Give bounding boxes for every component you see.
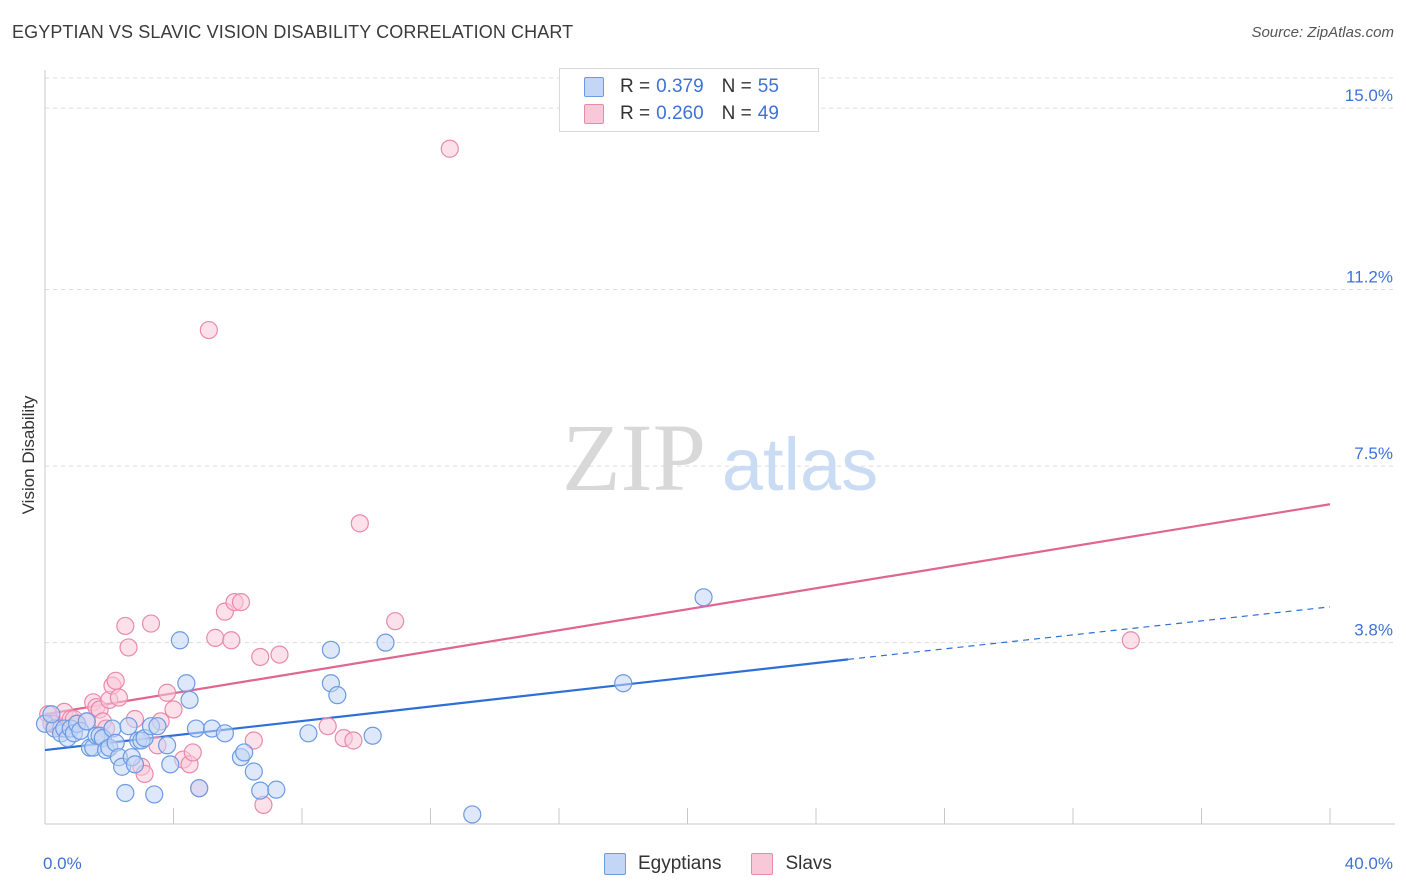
axes — [44, 70, 1395, 825]
trend-line-egyptians-extension — [848, 606, 1331, 660]
point-egyptians — [42, 705, 61, 724]
legend-r-label: R = — [620, 103, 651, 124]
y-axis-label: Vision Disability — [19, 395, 38, 514]
point-egyptians — [161, 755, 180, 774]
data-points — [35, 139, 1140, 824]
point-slavs — [164, 700, 183, 719]
point-slavs — [386, 612, 405, 631]
point-egyptians — [116, 783, 135, 803]
x-tick-label: 0.0% — [43, 854, 82, 873]
series-label-slavs: Slavs — [785, 853, 832, 874]
legend-row-egyptians: R = 0.379 N = 55 — [584, 74, 779, 100]
axis-labels: 3.8% 7.5% 11.2% 15.0% 0.0% 40.0% Vision Disabi… — [19, 86, 1393, 873]
point-egyptians — [170, 631, 190, 650]
series-swatch-egyptians — [604, 853, 626, 875]
point-egyptians — [148, 717, 167, 736]
y-tick-label: 7.5% — [1354, 444, 1393, 463]
legend-row-slavs: R = 0.260 N = 49 — [584, 101, 779, 127]
point-slavs — [199, 320, 218, 340]
point-egyptians — [376, 633, 395, 652]
point-slavs — [119, 638, 138, 657]
point-slavs — [244, 731, 263, 750]
legend-r-value: 0.379 — [656, 76, 704, 97]
point-egyptians — [251, 781, 270, 800]
point-egyptians — [177, 674, 196, 693]
point-egyptians — [77, 712, 96, 731]
point-slavs — [157, 683, 177, 702]
series-label-egyptians: Egyptians — [638, 853, 722, 874]
point-egyptians — [299, 724, 318, 743]
y-tick-label: 11.2% — [1346, 268, 1393, 287]
trend-line-slavs — [44, 503, 1331, 716]
point-slavs — [109, 688, 128, 707]
legend-n-label: N = — [721, 103, 752, 124]
point-egyptians — [235, 743, 254, 762]
point-egyptians — [157, 736, 177, 755]
series-swatch-slavs — [751, 853, 774, 875]
point-slavs — [106, 671, 125, 690]
legend-n-value: 49 — [757, 103, 779, 124]
series-legend: Egyptians Slavs — [604, 850, 862, 878]
point-slavs — [116, 616, 135, 636]
point-egyptians — [328, 686, 347, 705]
x-tick-label: 40.0% — [1345, 854, 1393, 873]
point-egyptians — [267, 780, 286, 799]
legend-r-value: 0.260 — [656, 103, 704, 124]
point-slavs — [251, 647, 270, 667]
point-egyptians — [215, 724, 234, 743]
trend-lines — [44, 503, 1331, 752]
legend-r-label: R = — [620, 76, 651, 97]
series-legend-egyptians: Egyptians — [604, 853, 721, 875]
point-slavs — [270, 645, 289, 664]
point-slavs — [440, 139, 459, 158]
point-slavs — [183, 743, 202, 762]
point-egyptians — [321, 640, 341, 659]
point-egyptians — [363, 726, 382, 745]
grid-lines — [45, 77, 1395, 644]
trend-line-egyptians — [44, 658, 849, 752]
watermark: ZIP atlas — [562, 404, 878, 511]
point-slavs — [318, 717, 337, 736]
point-slavs — [350, 514, 369, 533]
point-egyptians — [145, 785, 164, 804]
point-slavs — [222, 631, 241, 650]
point-egyptians — [180, 690, 199, 710]
point-slavs — [206, 628, 225, 647]
point-egyptians — [125, 755, 145, 774]
watermark-atlas: atlas — [722, 423, 878, 506]
legend-box: R = 0.379 N = 55 R = 0.260 N = 49 — [559, 68, 819, 132]
point-slavs — [344, 731, 363, 750]
legend-swatch-egyptians — [584, 77, 604, 97]
point-egyptians — [694, 588, 713, 607]
point-egyptians — [190, 779, 209, 798]
point-egyptians — [614, 674, 633, 693]
legend-swatch-slavs — [584, 104, 604, 124]
y-tick-label: 3.8% — [1354, 621, 1393, 640]
point-slavs — [141, 614, 161, 633]
point-slavs — [1121, 631, 1140, 650]
legend-n-label: N = — [721, 76, 752, 97]
point-egyptians — [463, 805, 482, 824]
point-slavs — [231, 592, 251, 612]
y-tick-label: 15.0% — [1345, 86, 1393, 105]
point-egyptians — [186, 719, 206, 738]
point-egyptians — [119, 717, 138, 736]
chart-source: Source: ZipAtlas.com — [1251, 24, 1394, 41]
watermark-zip: ZIP — [562, 404, 706, 511]
legend-n-value: 55 — [757, 76, 779, 97]
point-egyptians — [244, 762, 263, 781]
chart-title: EGYPTIAN VS SLAVIC VISION DISABILITY COR… — [12, 22, 574, 42]
series-legend-slavs: Slavs — [751, 853, 832, 875]
